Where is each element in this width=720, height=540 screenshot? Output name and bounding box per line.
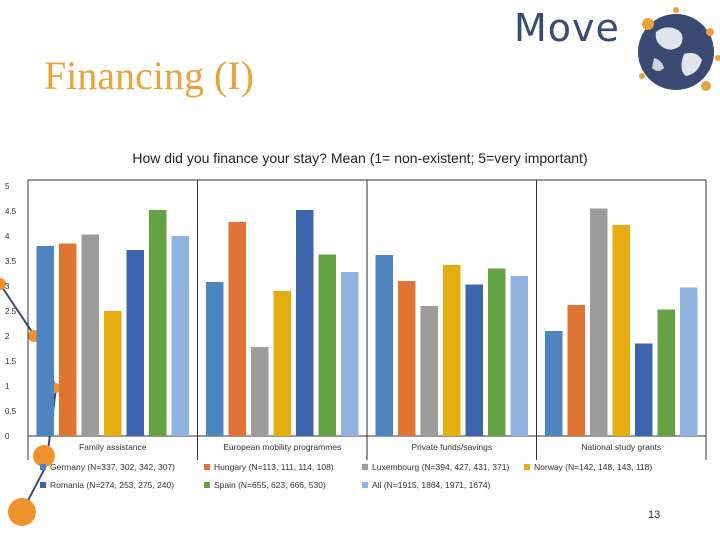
bar [590, 208, 608, 436]
bar [228, 222, 246, 436]
bar [567, 305, 585, 436]
category-label: National study grants [581, 442, 661, 452]
y-tick-label: 0.5 [5, 407, 17, 416]
globe-icon [638, 7, 720, 91]
y-tick-label: 1.5 [5, 357, 17, 366]
bar [273, 291, 291, 436]
bar [420, 306, 438, 436]
bar [398, 281, 416, 436]
bar [341, 272, 359, 436]
bar [465, 284, 483, 436]
y-tick-label: 5 [5, 182, 10, 191]
bar [206, 282, 224, 436]
bar [488, 268, 506, 436]
legend-item: Norway (N=142, 148, 143, 118) [524, 462, 652, 472]
bar [375, 255, 393, 436]
legend-item: Romania (N=274, 253, 275, 240) [40, 480, 174, 490]
bar [510, 276, 528, 436]
legend-swatch [204, 464, 210, 470]
legend-label: Luxembourg (N=394, 427, 431, 371) [372, 462, 510, 472]
legend-swatch [40, 482, 46, 488]
legend-label: Romania (N=274, 253, 275, 240) [50, 480, 175, 490]
legend-label: Hungary (N=113, 111, 114, 108) [214, 462, 334, 472]
category-label: European mobility programmes [223, 442, 341, 452]
bar [251, 347, 269, 436]
legend-item: Germany (N=337, 302, 342, 307) [40, 462, 175, 472]
y-tick-label: 0 [5, 432, 10, 441]
legend-swatch [40, 464, 46, 470]
y-tick-label: 3.5 [5, 257, 17, 266]
bar [59, 243, 77, 436]
bar [443, 265, 461, 436]
legend-swatch [362, 482, 368, 488]
legend-label: Germany (N=337, 302, 342, 307) [50, 462, 175, 472]
legend-item: Spain (N=655, 623, 666, 530) [204, 480, 326, 490]
bar [296, 210, 314, 436]
bar [149, 210, 167, 436]
legend-item: Luxembourg (N=394, 427, 431, 371) [362, 462, 509, 472]
legend-label: All (N=1915, 1864, 1971, 1674) [372, 480, 491, 490]
bar [318, 254, 336, 436]
legend-swatch [204, 482, 210, 488]
y-tick-label: 4 [5, 232, 10, 241]
chart-title: How did you finance your stay? Mean (1= … [132, 150, 588, 166]
bar [81, 234, 99, 436]
legend-item: All (N=1915, 1864, 1971, 1674) [362, 480, 490, 490]
bar [657, 309, 675, 436]
legend-swatch [524, 464, 530, 470]
legend-item: Hungary (N=113, 111, 114, 108) [204, 462, 334, 472]
bar [126, 250, 144, 436]
y-tick-label: 2 [5, 332, 10, 341]
bar [545, 331, 563, 436]
bar [171, 236, 189, 436]
y-tick-label: 4.5 [5, 207, 17, 216]
legend-label: Spain (N=655, 623, 666, 530) [214, 480, 326, 490]
bar [36, 246, 54, 436]
bar [612, 225, 630, 436]
logo-text: Move [514, 6, 620, 50]
bar [104, 311, 122, 436]
category-label: Family assistance [79, 442, 147, 452]
bar [680, 287, 698, 436]
category-label: Private funds/savings [411, 442, 492, 452]
y-tick-label: 1 [5, 382, 10, 391]
page-number: 13 [648, 509, 661, 521]
y-tick-label: 3 [5, 282, 10, 291]
bar [635, 343, 653, 436]
legend-swatch [362, 464, 368, 470]
move-logo: Move [508, 0, 720, 100]
legend-label: Norway (N=142, 148, 143, 118) [534, 462, 653, 472]
y-tick-label: 2.5 [5, 307, 17, 316]
bar-chart: 0 0.5 1 1.5 2 2.5 3 3.5 4 4.5 5 Family assistance Eu… [5, 179, 707, 460]
slide-title: Financing (I) [44, 53, 254, 98]
